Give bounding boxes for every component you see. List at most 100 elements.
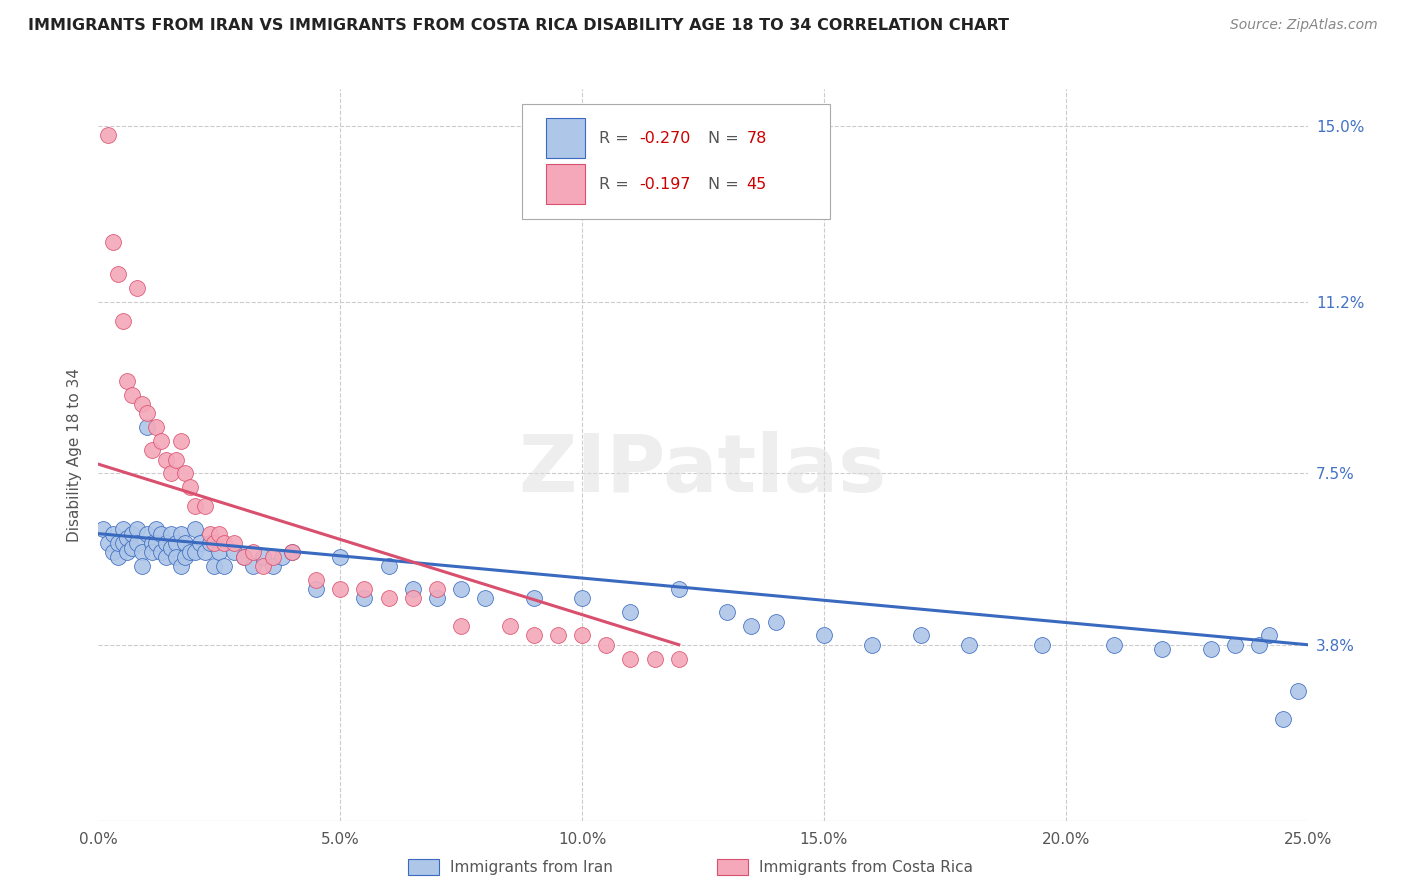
- Text: Immigrants from Iran: Immigrants from Iran: [450, 860, 613, 874]
- Text: -0.270: -0.270: [638, 131, 690, 145]
- Point: [450, 582, 472, 597]
- Point: [204, 536, 226, 550]
- Point: [212, 559, 235, 574]
- Point: [101, 235, 124, 249]
- Point: [232, 549, 254, 564]
- Point: [813, 628, 835, 642]
- Point: [160, 541, 183, 555]
- Point: [523, 628, 546, 642]
- Point: [242, 545, 264, 559]
- Point: [160, 467, 183, 481]
- Point: [184, 499, 207, 513]
- Point: [194, 499, 217, 513]
- Text: R =: R =: [599, 131, 634, 145]
- Point: [271, 549, 294, 564]
- Point: [377, 559, 399, 574]
- Point: [1152, 642, 1174, 657]
- Point: [262, 549, 284, 564]
- Point: [523, 591, 546, 606]
- Point: [252, 559, 274, 574]
- Point: [222, 545, 245, 559]
- Point: [198, 536, 221, 550]
- Point: [101, 545, 124, 559]
- Text: R =: R =: [599, 177, 634, 192]
- Point: [1249, 638, 1271, 652]
- Point: [179, 545, 201, 559]
- Point: [910, 628, 932, 642]
- Point: [117, 545, 139, 559]
- Point: [1272, 712, 1295, 726]
- Point: [91, 522, 114, 536]
- Point: [426, 591, 449, 606]
- Point: [353, 591, 375, 606]
- Text: Immigrants from Costa Rica: Immigrants from Costa Rica: [759, 860, 973, 874]
- Point: [305, 573, 328, 587]
- Point: [121, 388, 143, 402]
- Point: [121, 541, 143, 555]
- Point: [765, 615, 787, 629]
- Point: [111, 522, 134, 536]
- Point: [1102, 638, 1125, 652]
- Point: [141, 443, 163, 458]
- Point: [204, 559, 226, 574]
- Point: [184, 522, 207, 536]
- Point: [150, 526, 173, 541]
- Point: [595, 638, 617, 652]
- FancyBboxPatch shape: [522, 103, 830, 219]
- Point: [131, 545, 153, 559]
- Point: [188, 536, 211, 550]
- Point: [1286, 684, 1309, 698]
- Point: [155, 536, 177, 550]
- Point: [135, 526, 157, 541]
- Point: [127, 536, 149, 550]
- Point: [377, 591, 399, 606]
- Point: [860, 638, 883, 652]
- Point: [547, 628, 569, 642]
- Point: [150, 545, 173, 559]
- Point: [155, 452, 177, 467]
- Point: [619, 605, 641, 619]
- Point: [117, 374, 139, 388]
- Point: [131, 397, 153, 411]
- Point: [281, 545, 304, 559]
- Point: [169, 526, 191, 541]
- Point: [740, 619, 762, 633]
- Point: [571, 628, 593, 642]
- Point: [1223, 638, 1246, 652]
- Point: [957, 638, 980, 652]
- Point: [101, 526, 124, 541]
- FancyBboxPatch shape: [408, 859, 439, 875]
- Point: [668, 651, 690, 665]
- Point: [426, 582, 449, 597]
- Text: Source: ZipAtlas.com: Source: ZipAtlas.com: [1230, 18, 1378, 32]
- Point: [353, 582, 375, 597]
- Point: [716, 605, 738, 619]
- FancyBboxPatch shape: [717, 859, 748, 875]
- Point: [212, 536, 235, 550]
- Point: [242, 559, 264, 574]
- Point: [174, 536, 197, 550]
- Point: [150, 434, 173, 448]
- Point: [402, 591, 425, 606]
- Point: [97, 128, 120, 143]
- Point: [174, 549, 197, 564]
- Point: [402, 582, 425, 597]
- Point: [668, 582, 690, 597]
- Point: [127, 522, 149, 536]
- Text: IMMIGRANTS FROM IRAN VS IMMIGRANTS FROM COSTA RICA DISABILITY AGE 18 TO 34 CORRE: IMMIGRANTS FROM IRAN VS IMMIGRANTS FROM …: [28, 18, 1010, 33]
- Point: [135, 420, 157, 434]
- Text: N =: N =: [707, 131, 744, 145]
- Point: [498, 619, 520, 633]
- Point: [145, 536, 167, 550]
- Point: [169, 559, 191, 574]
- Point: [1199, 642, 1222, 657]
- Text: -0.197: -0.197: [638, 177, 690, 192]
- Point: [262, 559, 284, 574]
- Point: [97, 536, 120, 550]
- Point: [619, 651, 641, 665]
- Point: [127, 281, 149, 295]
- Point: [145, 522, 167, 536]
- Point: [194, 545, 217, 559]
- Point: [169, 434, 191, 448]
- Text: N =: N =: [707, 177, 744, 192]
